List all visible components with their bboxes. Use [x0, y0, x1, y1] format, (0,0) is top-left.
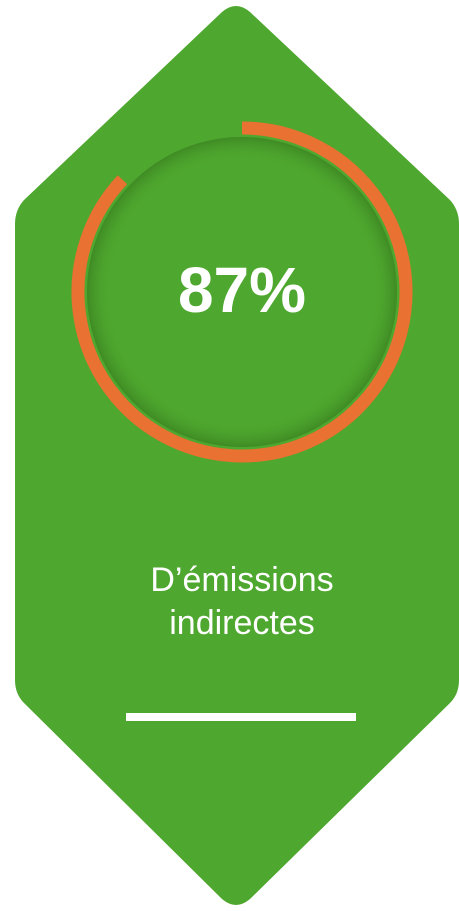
caption-line: D’émissions: [150, 561, 333, 599]
ring-shadow: [87, 137, 397, 447]
gauge-value-label: 87%: [178, 254, 306, 326]
divider: [126, 713, 356, 721]
gauge-arc: [71, 121, 413, 463]
caption-line: indirectes: [169, 604, 315, 642]
